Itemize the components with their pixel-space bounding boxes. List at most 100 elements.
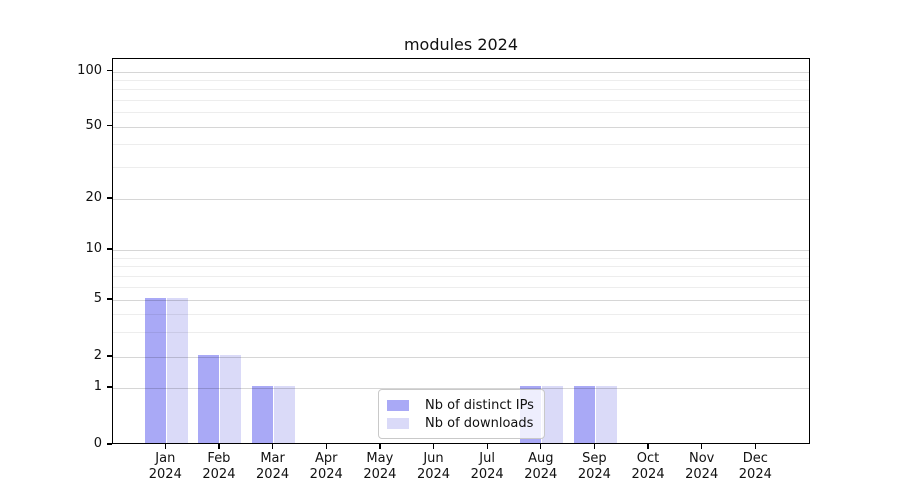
y-tick-label: 10	[85, 241, 102, 256]
x-tick-label-may: May 2024	[352, 451, 408, 482]
y-tick-mark	[107, 197, 112, 199]
gridline-major	[113, 71, 809, 73]
gridline-major	[113, 199, 809, 200]
y-tick-label: 5	[93, 291, 102, 306]
bar-distinct_ips-sep	[573, 386, 595, 443]
gridline-minor	[113, 257, 809, 259]
month-year: 2024	[577, 466, 611, 482]
x-tick-mark	[325, 444, 327, 449]
gridline-minor	[113, 286, 809, 288]
y-tick-mark	[107, 443, 112, 445]
month-year: 2024	[148, 466, 182, 482]
x-tick-label-nov: Nov 2024	[674, 451, 730, 482]
month-year: 2024	[202, 466, 236, 482]
y-tick-label: 0	[93, 436, 102, 451]
legend-item-distinct-ips: Nb of distinct IPs	[387, 396, 536, 414]
month-year: 2024	[470, 466, 504, 482]
x-tick-mark	[164, 444, 166, 449]
x-tick-label-feb: Feb 2024	[191, 451, 247, 482]
legend-item-downloads: Nb of downloads	[387, 414, 536, 432]
x-tick-mark	[271, 444, 274, 449]
y-tick-mark	[107, 298, 112, 300]
bar-downloads-mar	[274, 386, 296, 443]
month-name: Aug	[528, 451, 554, 466]
month-year: 2024	[309, 466, 343, 482]
x-tick-mark	[754, 444, 757, 449]
bar-downloads-feb	[220, 355, 242, 443]
gridlines-layer	[113, 59, 809, 443]
month-year: 2024	[416, 466, 451, 482]
bar-distinct_ips-jan	[144, 298, 166, 443]
month-name: Mar	[260, 451, 285, 466]
x-tick-label-aug: Aug 2024	[513, 451, 569, 482]
month-year: 2024	[524, 466, 558, 482]
legend-swatch-distinct-ips-icon	[387, 399, 409, 411]
month-year: 2024	[685, 466, 719, 482]
gridline-major	[113, 300, 809, 301]
x-tick-mark	[593, 444, 596, 449]
x-tick-label-jun: Jun 2024	[406, 451, 462, 482]
month-name: Jan	[155, 451, 176, 466]
x-tick-label-mar: Mar 2024	[245, 451, 301, 482]
gridline-minor	[113, 313, 809, 315]
gridline-minor	[113, 275, 809, 277]
plot-area: Nb of distinct IPs Nb of downloads	[112, 58, 810, 444]
y-tick-label: 50	[85, 117, 102, 133]
gridline-minor	[113, 144, 809, 146]
gridline-major	[113, 357, 809, 358]
bar-distinct_ips-feb	[198, 355, 220, 443]
y-tick-mark	[107, 355, 112, 357]
gridline-minor	[113, 89, 809, 91]
y-tick-label: 100	[77, 62, 102, 78]
x-tick-mark	[701, 444, 703, 449]
gridline-minor	[113, 79, 809, 81]
bar-downloads-jan	[166, 298, 188, 443]
x-tick-label-apr: Apr 2024	[298, 451, 354, 482]
month-year: 2024	[738, 466, 772, 482]
month-name: Feb	[207, 451, 231, 466]
y-tick-label: 20	[85, 190, 102, 205]
chart-title: modules 2024	[403, 35, 519, 54]
month-name: Jun	[423, 451, 444, 466]
y-tick-mark	[107, 69, 112, 72]
x-tick-mark	[540, 444, 542, 449]
x-tick-mark	[379, 444, 381, 449]
x-tick-label-sep: Sep 2024	[566, 451, 622, 482]
gridline-major	[113, 388, 809, 389]
y-tick-mark	[107, 386, 112, 388]
legend: Nb of distinct IPs Nb of downloads	[378, 389, 545, 439]
gridline-major	[113, 250, 809, 251]
month-name: Jul	[479, 451, 495, 466]
x-tick-label-jul: Jul 2024	[459, 451, 515, 482]
y-tick-label: 2	[93, 348, 102, 363]
gridline-major	[113, 126, 809, 128]
legend-label-distinct-ips: Nb of distinct IPs	[425, 397, 534, 413]
bar-distinct_ips-mar	[252, 386, 274, 443]
month-name: Sep	[582, 451, 607, 466]
x-tick-mark	[432, 444, 435, 449]
x-tick-label-jan: Jan 2024	[137, 451, 193, 482]
month-name: Oct	[636, 451, 660, 466]
x-tick-label-oct: Oct 2024	[620, 451, 676, 482]
y-tick-label: 1	[93, 379, 102, 394]
legend-swatch-downloads-icon	[387, 417, 409, 429]
month-name: May	[366, 451, 394, 466]
gridline-minor	[113, 331, 809, 333]
gridline-minor	[113, 99, 809, 101]
bar-downloads-aug	[542, 386, 564, 443]
month-name: Apr	[314, 451, 338, 466]
bar-downloads-sep	[595, 386, 617, 443]
month-name: Nov	[689, 451, 715, 466]
month-name: Dec	[742, 451, 768, 466]
x-tick-label-dec: Dec 2024	[727, 451, 783, 482]
x-tick-mark	[218, 444, 220, 449]
month-year: 2024	[363, 466, 397, 482]
gridline-minor	[113, 266, 809, 268]
y-tick-mark	[107, 248, 112, 250]
x-tick-mark	[486, 444, 488, 449]
y-tick-mark	[107, 124, 112, 127]
gridline-minor	[113, 166, 809, 168]
x-tick-mark	[647, 444, 649, 449]
month-year: 2024	[631, 466, 665, 482]
